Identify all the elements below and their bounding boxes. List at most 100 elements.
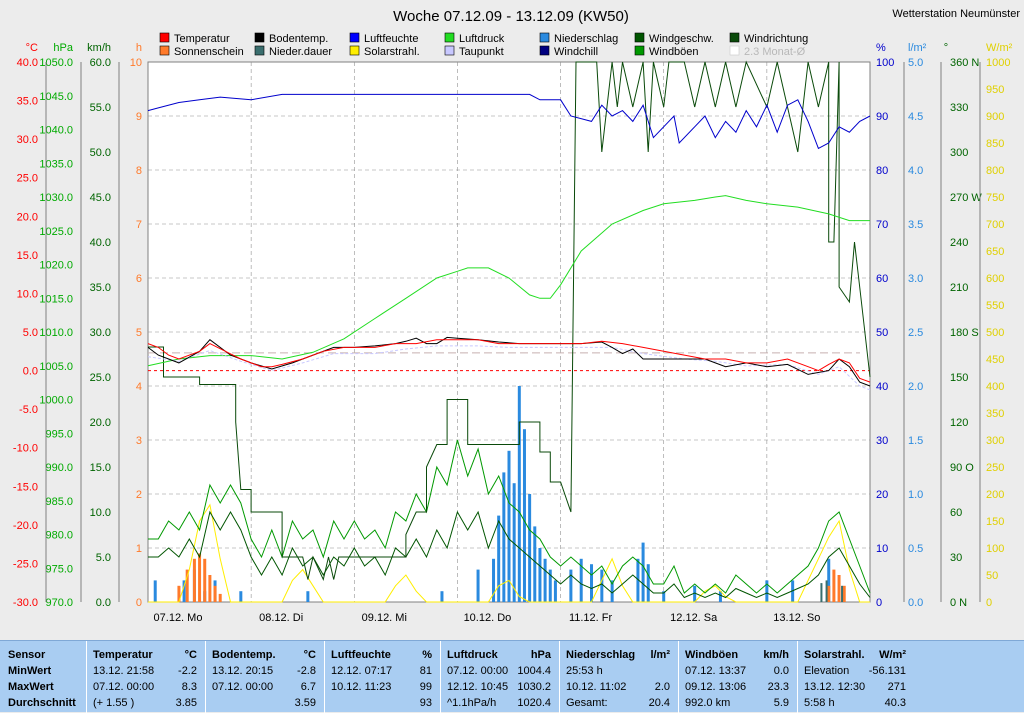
- rain-bar: [528, 494, 532, 602]
- temp-axis-tick: 0.0: [23, 366, 38, 378]
- rain-bar: [440, 591, 444, 602]
- pressure-axis-tick: 1040.0: [39, 125, 73, 137]
- direction-axis-tick: 360 N: [950, 57, 979, 69]
- rain-duration-bar: [825, 580, 828, 602]
- stats-value: 93: [419, 697, 432, 709]
- direction-axis-tick: 30: [950, 552, 962, 564]
- solar-axis-tick: 850: [986, 138, 1004, 150]
- solar-axis-tick: 650: [986, 246, 1004, 258]
- wind-gust-line: [148, 439, 871, 594]
- pressure-axis-tick: 1020.0: [39, 260, 73, 272]
- legend-swatch: [349, 45, 360, 56]
- stats-time: (+ 1.55 ): [93, 697, 135, 709]
- direction-axis-tick: 120: [950, 417, 968, 429]
- legend-swatch: [539, 32, 550, 43]
- stats-block: Temperatur °C 13.12. 21:58 -2.2 07.12. 00:00…: [86, 641, 205, 713]
- label-sensor: Sensor: [8, 649, 46, 661]
- wind-speed-line: [148, 510, 871, 599]
- stats-value: 5.9: [773, 697, 789, 709]
- humidity-axis-tick: 80: [876, 165, 888, 177]
- solar-axis-tick: 400: [986, 381, 1004, 393]
- wind-direction-line: [148, 60, 871, 582]
- sunshine-bar: [837, 575, 841, 602]
- solar-axis-tick: 450: [986, 354, 1004, 366]
- rain-bar: [306, 591, 310, 602]
- stats-block: Luftdruck hPa 07.12. 00:00 1004.4 12.12. 10:…: [440, 641, 559, 713]
- wind-axis-tick: 25.0: [90, 372, 111, 384]
- stats-time: Elevation: [804, 665, 850, 677]
- sun-axis-unit: h: [136, 42, 142, 54]
- sun-axis-tick: 6: [136, 273, 142, 285]
- legend-swatch: [634, 32, 645, 43]
- stats-time: 13.12. 12:30: [804, 681, 866, 693]
- stats-sensor-name: Temperatur: [93, 649, 153, 661]
- stats-block: Windböen km/h 07.12. 13:37 0.0 09.12. 13:06 2…: [678, 641, 797, 713]
- stats-time: 13.12. 21:58: [93, 665, 155, 677]
- rain-bar: [182, 580, 186, 602]
- humidity-axis-tick: 20: [876, 489, 888, 501]
- rain-bar: [517, 386, 521, 602]
- stats-value: 23.3: [767, 681, 789, 693]
- stats-unit: l/m²: [650, 649, 670, 661]
- legend-swatch: [539, 45, 550, 56]
- rain-bar: [476, 569, 480, 602]
- stats-value: 1004.4: [517, 665, 551, 677]
- stats-value: 81: [419, 665, 432, 677]
- stats-time: 07.12. 13:37: [685, 665, 747, 677]
- chart-lines: [147, 60, 871, 603]
- stats-value: 0.0: [773, 665, 789, 677]
- legend-label: Bodentemp.: [269, 33, 328, 45]
- stats-value: -2.2: [178, 665, 197, 677]
- rain-bar: [610, 580, 614, 602]
- sunshine-bar: [827, 585, 831, 602]
- sunshine-bar: [177, 585, 181, 602]
- wind-axis-tick: 60.0: [90, 57, 111, 69]
- stats-unit: km/h: [763, 649, 789, 661]
- x-tick-label: 09.12. Mi: [362, 612, 407, 624]
- rain-bar: [543, 558, 547, 602]
- legend-swatch: [254, 32, 265, 43]
- legend-swatch: [349, 32, 360, 43]
- stats-time: 10.12. 11:02: [566, 681, 627, 693]
- stats-time: 09.12. 13:06: [685, 681, 747, 693]
- stats-block: Niederschlag l/m² 25:53 h 10.12. 11:02 2.0 Ge…: [559, 641, 678, 713]
- sunshine-bar: [213, 585, 217, 602]
- x-tick-label: 10.12. Do: [464, 612, 512, 624]
- wind-axis-tick: 15.0: [90, 462, 111, 474]
- temp-axis-tick: 10.0: [17, 288, 38, 300]
- label-avg: Durchschnitt: [8, 697, 76, 709]
- direction-axis-unit: °: [944, 42, 948, 54]
- stats-time: 5:58 h: [804, 697, 835, 709]
- rain-axis-tick: 3.5: [908, 219, 923, 231]
- stats-time: 10.12. 11:23: [331, 681, 392, 693]
- temp-axis-tick: 25.0: [17, 173, 38, 185]
- solar-axis-tick: 900: [986, 111, 1004, 123]
- humidity-axis-tick: 40: [876, 381, 888, 393]
- stats-value: 1030.2: [517, 681, 551, 693]
- rain-bar: [492, 558, 496, 602]
- sun-axis-tick: 1: [136, 543, 142, 555]
- solar-axis-tick: 350: [986, 408, 1004, 420]
- humidity-axis-tick: 10: [876, 543, 888, 555]
- solar-axis-tick: 750: [986, 192, 1004, 204]
- stats-time: ^1.1hPa/h: [447, 697, 497, 709]
- chart-axes: °C-30.0-25.0-20.0-15.0-10.0-5.00.05.010.…: [13, 42, 1013, 609]
- stats-value: 6.7: [300, 681, 316, 693]
- stats-time: 12.12. 10:45: [447, 681, 509, 693]
- direction-axis-tick: 150: [950, 372, 968, 384]
- pressure-axis-tick: 1010.0: [39, 327, 73, 339]
- direction-axis-tick: 90 O: [950, 462, 974, 474]
- rain-bar: [239, 591, 243, 602]
- stats-panel: Sensor MinWert MaxWert Durchschnitt Temp…: [0, 640, 1024, 713]
- stats-time: 992.0 km: [685, 697, 731, 709]
- stats-sensor-name: Bodentemp.: [212, 649, 276, 661]
- rain-bar: [533, 526, 537, 602]
- sun-axis-tick: 2: [136, 489, 142, 501]
- stats-value: 1020.4: [517, 697, 551, 709]
- legend-swatch: [444, 45, 455, 56]
- stats-block: Luftfeuchte% 12.12. 07:17 81 10.12. 11:23 99…: [324, 641, 440, 713]
- wind-axis-tick: 0.0: [96, 597, 111, 609]
- sunshine-bar: [203, 558, 207, 602]
- rain-axis-tick: 2.5: [908, 327, 923, 339]
- humidity-line: [147, 93, 871, 150]
